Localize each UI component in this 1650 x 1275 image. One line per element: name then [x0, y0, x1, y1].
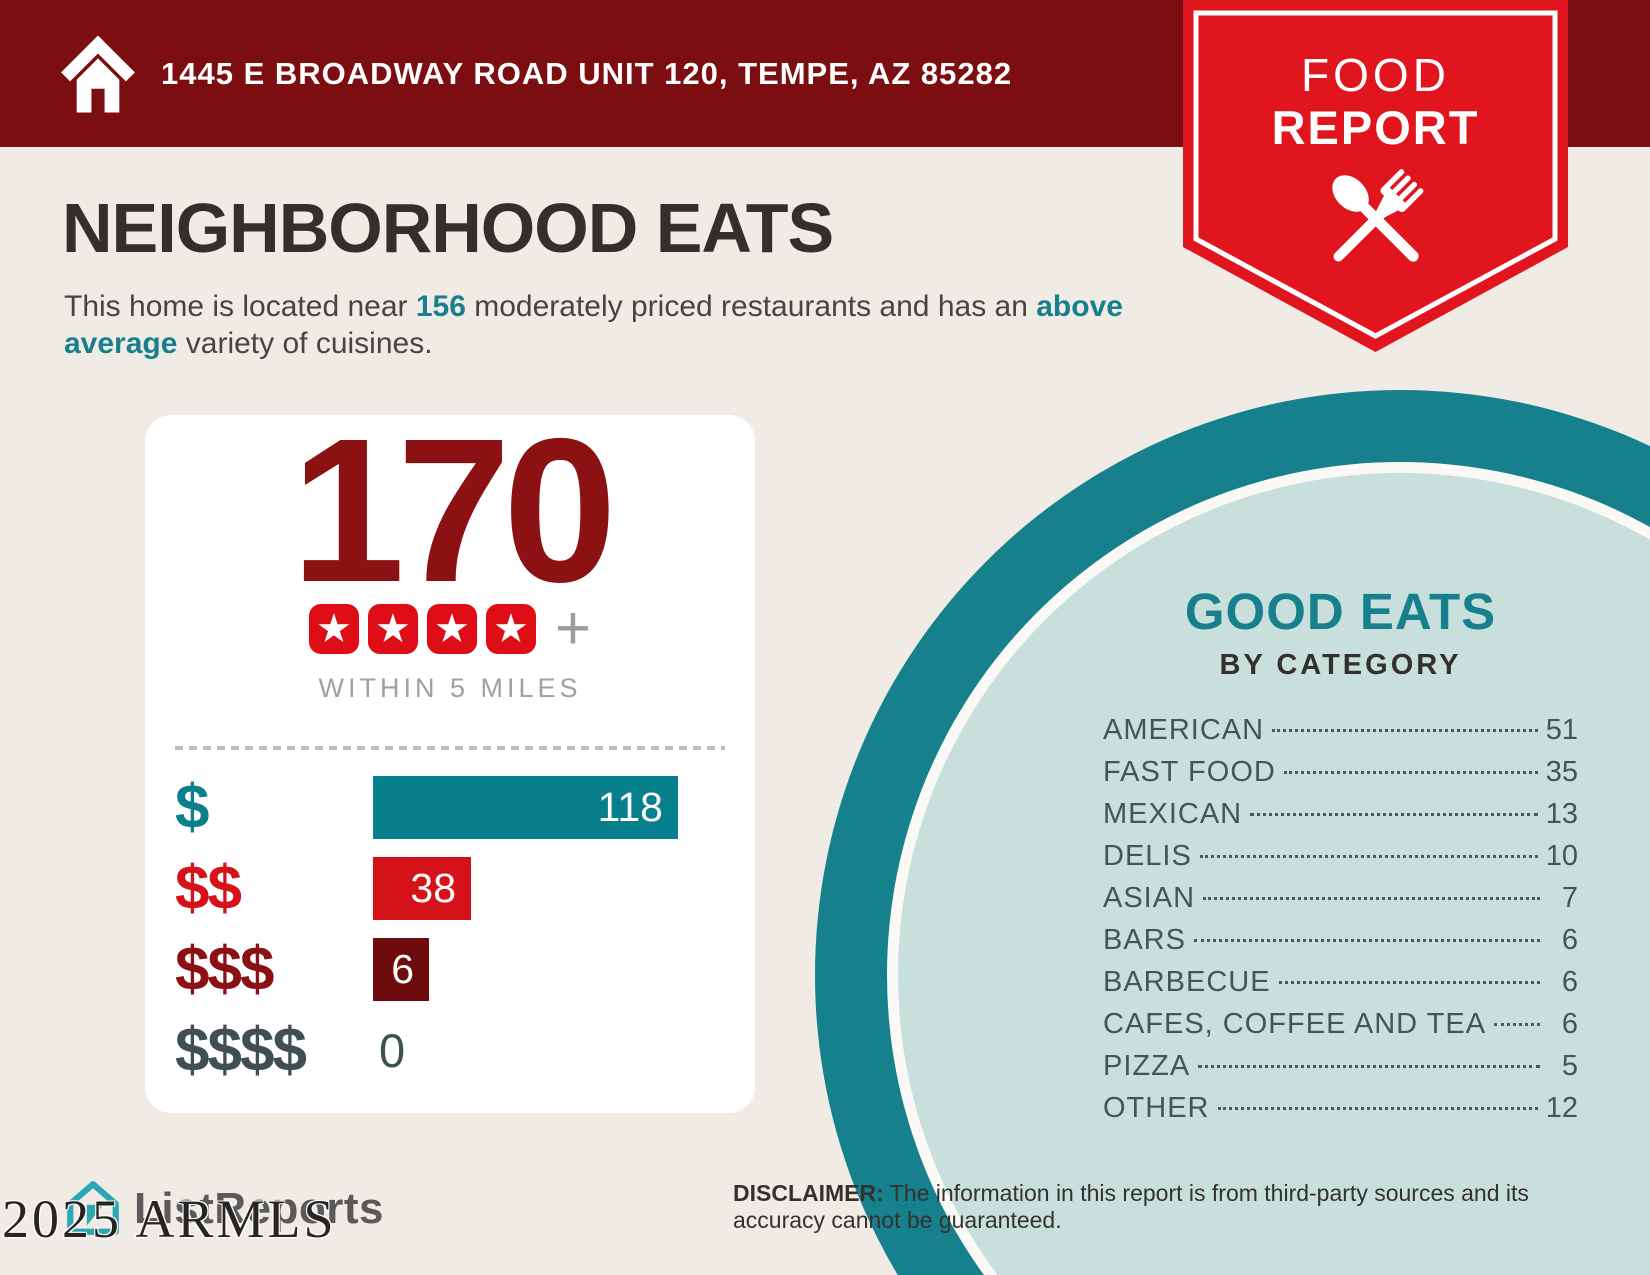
- price-tier-row: $118: [175, 773, 725, 842]
- restaurant-stat-card: 170 ★ ★ ★ ★ + WITHIN 5 MILES $118 $$ 38 $$$ 6 $$$…: [145, 403, 755, 1113]
- category-row: ASIAN 7: [1103, 882, 1578, 924]
- price-tier-bar: 118: [373, 776, 678, 840]
- intro-part2: moderately priced restaurants and has an: [465, 290, 1037, 323]
- price-tier-bar-chart: $118 $$ 38 $$$ 6 $$$$ 0: [175, 773, 725, 1085]
- intro-part3: variety of cuisines.: [177, 327, 433, 360]
- category-name: CAFES, COFFEE AND TEA: [1103, 1008, 1487, 1040]
- star-icon: ★: [485, 603, 536, 654]
- price-tier-label: $$$$: [175, 1016, 307, 1086]
- restaurant-count-inline: 156: [415, 290, 466, 323]
- category-row: CAFES, COFFEE AND TEA 6: [1103, 1008, 1578, 1050]
- category-count: 7: [1561, 882, 1578, 914]
- price-tier-row: $$$$ 0: [175, 1016, 725, 1085]
- category-name: PIZZA: [1103, 1050, 1191, 1082]
- category-name: AMERICAN: [1103, 714, 1265, 746]
- ribbon-banner-shape: [1183, 0, 1568, 352]
- category-count: 6: [1561, 924, 1578, 956]
- listreports-house-icon: [67, 1181, 119, 1235]
- category-count: 13: [1545, 798, 1578, 830]
- rating-stars-row: ★ ★ ★ ★ +: [175, 593, 725, 663]
- price-tier-bar: 38: [373, 857, 471, 921]
- star-icon: ★: [367, 603, 418, 654]
- watermark: 2025 ARMLS: [2, 1189, 337, 1249]
- dotted-leader: [1272, 729, 1538, 732]
- category-row: BARS 6: [1103, 924, 1578, 966]
- home-icon: [61, 34, 135, 113]
- badge-line2: REPORT: [1271, 101, 1480, 154]
- category-name: BARBECUE: [1103, 966, 1271, 998]
- radius-label: WITHIN 5 MILES: [318, 673, 582, 704]
- category-count: 10: [1545, 840, 1578, 872]
- price-tier-label: $$: [175, 854, 242, 924]
- category-name: BARS: [1103, 924, 1186, 956]
- category-row: PIZZA 5: [1103, 1050, 1578, 1092]
- category-row: OTHER 12: [1103, 1092, 1578, 1134]
- badge-line1: FOOD: [1301, 49, 1450, 101]
- price-tier-label: $: [175, 773, 209, 843]
- star-icon: ★: [308, 603, 359, 654]
- bar-zone: 0: [373, 1019, 725, 1082]
- food-report-badge: FOOD REPORT: [1183, 0, 1568, 352]
- good-eats-title: GOOD EATS: [1184, 583, 1497, 640]
- variety-highlight: above average: [64, 290, 1123, 360]
- price-tier-row: $$ 38: [175, 854, 725, 923]
- bar-value: 118: [597, 784, 663, 831]
- category-name: DELIS: [1103, 840, 1192, 872]
- star-icon: ★: [426, 603, 477, 654]
- property-address: 1445 E BROADWAY ROAD UNIT 120, TEMPE, AZ…: [161, 55, 1013, 91]
- dotted-leader: [1203, 897, 1540, 900]
- bar-value: 6: [391, 946, 414, 993]
- category-row: BARBECUE 6: [1103, 966, 1578, 1008]
- dotted-leader: [1193, 939, 1540, 942]
- category-count: 12: [1545, 1092, 1578, 1124]
- category-list: AMERICAN 51 FAST FOOD 35 MEXICAN 13 DELIS 10 ASI…: [1103, 714, 1578, 1134]
- category-name: MEXICAN: [1103, 798, 1243, 830]
- listreports-wordmark: ListReports: [134, 1184, 384, 1233]
- category-row: DELIS 10: [1103, 840, 1578, 882]
- dotted-leader: [1217, 1107, 1538, 1110]
- dotted-leader: [1283, 771, 1538, 774]
- bar-value-zero: 0: [379, 1024, 406, 1078]
- category-count: 51: [1545, 714, 1578, 746]
- bar-zone: 6: [373, 938, 725, 1002]
- spoon-fork-icon: [1331, 169, 1423, 262]
- dotted-leader: [1250, 813, 1538, 816]
- category-row: MEXICAN 13: [1103, 798, 1578, 840]
- category-name: ASIAN: [1103, 882, 1196, 914]
- category-count: 35: [1545, 756, 1578, 788]
- category-count: 6: [1561, 1008, 1578, 1040]
- category-row: FAST FOOD 35: [1103, 756, 1578, 798]
- bar-zone: 118: [373, 776, 725, 840]
- intro-part1: This home is located near: [64, 290, 416, 323]
- plus-icon: +: [554, 593, 592, 663]
- dotted-leader: [1278, 981, 1540, 984]
- dotted-leader: [1199, 855, 1538, 858]
- price-tier-bar: 6: [373, 938, 429, 1002]
- category-row: AMERICAN 51: [1103, 714, 1578, 756]
- listreports-logo: ListReports: [62, 1178, 384, 1240]
- dashed-divider: [175, 746, 725, 751]
- disclaimer-label: DISCLAIMER:: [733, 1180, 884, 1206]
- bar-zone: 38: [373, 857, 725, 921]
- price-tier-label: $$$: [175, 935, 274, 1005]
- intro-text: This home is located near 156 moderately…: [64, 288, 1124, 362]
- disclaimer-text: The information in this report is from t…: [733, 1180, 1529, 1233]
- good-eats-panel: GOOD EATS BY CATEGORY AMERICAN 51 FAST FOO…: [1103, 582, 1578, 1134]
- page-title: NEIGHBORHOOD EATS: [62, 189, 834, 267]
- disclaimer: DISCLAIMER: The information in this repo…: [733, 1180, 1533, 1234]
- category-count: 5: [1561, 1050, 1578, 1082]
- restaurant-total: 170: [290, 396, 617, 625]
- category-count: 6: [1561, 966, 1578, 998]
- price-tier-row: $$$ 6: [175, 935, 725, 1004]
- dotted-leader: [1198, 1065, 1540, 1068]
- dotted-leader: [1494, 1023, 1540, 1026]
- good-eats-subtitle: BY CATEGORY: [1219, 649, 1462, 681]
- category-name: FAST FOOD: [1103, 756, 1276, 788]
- bar-value: 38: [410, 865, 456, 912]
- category-name: OTHER: [1103, 1092, 1210, 1124]
